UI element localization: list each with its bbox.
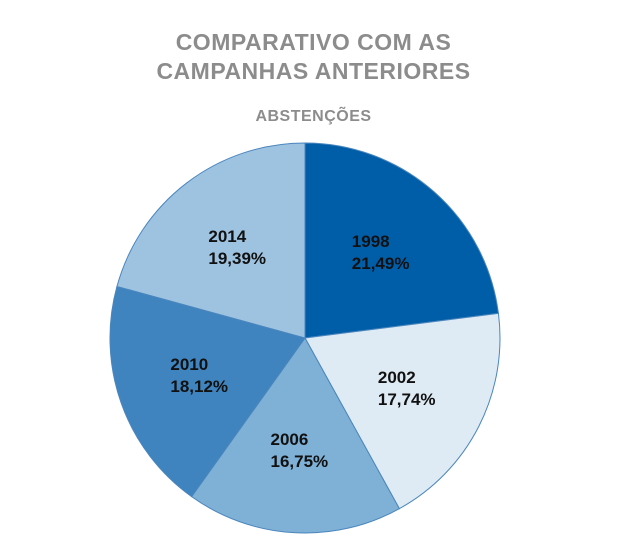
slice-category-label: 2002 — [378, 368, 416, 387]
pie-slice-2014 — [116, 142, 306, 339]
slice-value-label: 21,49% — [352, 254, 410, 273]
pie-slice-2010 — [109, 285, 306, 498]
chart-title-line-2: CAMPANHAS ANTERIORES — [156, 58, 471, 84]
slice-value-label: 18,12% — [170, 377, 228, 396]
slice-category-label: 2006 — [271, 430, 309, 449]
slice-value-label: 16,75% — [271, 452, 329, 471]
chart-title-line-1: COMPARATIVO COM AS — [175, 29, 452, 55]
pie-slice-2006 — [190, 337, 401, 534]
chart-subtitle: ABSTENÇÕES — [255, 108, 372, 125]
slice-category-label: 2010 — [170, 355, 208, 374]
pie-slice-1998 — [304, 142, 499, 339]
slice-category-label: 2014 — [208, 227, 246, 246]
chart-title: COMPARATIVO COM AS CAMPANHAS ANTERIORES — [0, 28, 627, 86]
slice-value-label: 19,39% — [208, 249, 266, 268]
slice-value-label: 17,74% — [378, 390, 436, 409]
slice-category-label: 1998 — [352, 232, 390, 251]
pie-slice-2002 — [304, 312, 501, 510]
